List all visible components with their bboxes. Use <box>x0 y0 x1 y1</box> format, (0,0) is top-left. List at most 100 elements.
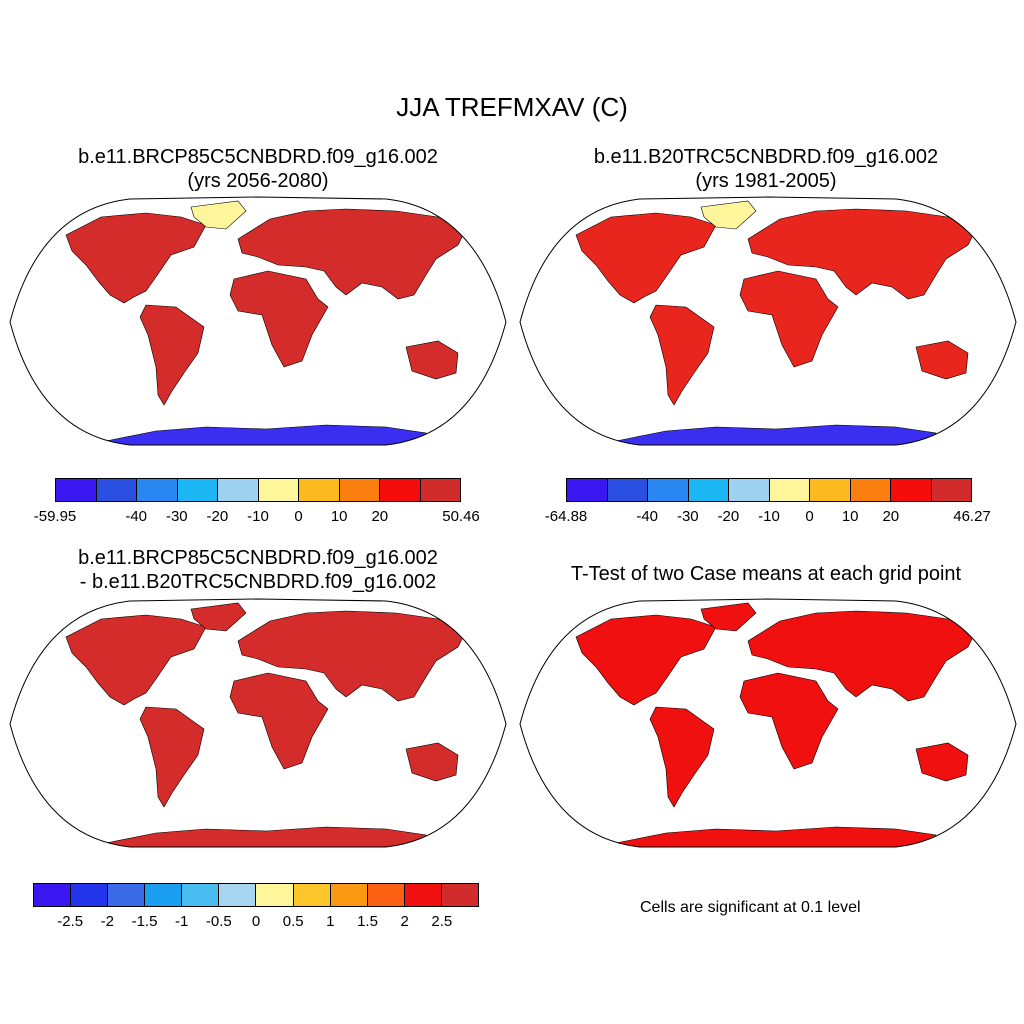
colorbar-swatch <box>688 479 729 501</box>
land-greenland <box>700 200 757 230</box>
colorbar-tick-label: -1 <box>174 913 189 930</box>
colorbar-swatch <box>299 479 340 501</box>
land-south-america <box>139 304 205 406</box>
colorbar-tick-label: 2 <box>400 913 409 930</box>
colorbar-tick-label: -30 <box>165 508 188 525</box>
land-antarctica <box>105 424 427 445</box>
panel-3-title: b.e11.BRCP85C5CNBDRD.f09_g16.002 - b.e11… <box>8 546 508 594</box>
panel-4-title-line1: T-Test of two Case means at each grid po… <box>570 563 962 585</box>
colorbar-tick-label: -20 <box>206 508 229 525</box>
map-outline <box>519 196 1017 446</box>
colorbar-swatch <box>367 884 405 906</box>
map-panel-3 <box>9 598 507 848</box>
colorbar-swatch <box>71 884 109 906</box>
colorbar-swatch <box>810 479 851 501</box>
colorbar-tick-label: 1.5 <box>357 913 378 930</box>
significance-note: Cells are significant at 0.1 level <box>640 899 861 916</box>
land-antarctica <box>615 826 937 847</box>
map-panel-1 <box>9 196 507 446</box>
colorbar-tick-label: 50.46 <box>442 508 480 525</box>
colorbar-swatch <box>145 884 183 906</box>
land-eurasia <box>237 610 469 702</box>
colorbar-tick-label: 46.27 <box>953 508 991 525</box>
land-eurasia <box>237 208 469 300</box>
colorbar-tick-label: 20 <box>882 508 900 525</box>
colorbar-tick-label: 20 <box>371 508 389 525</box>
colorbar-tick-label: -30 <box>676 508 699 525</box>
map-outline <box>519 598 1017 848</box>
land-greenland <box>190 200 247 230</box>
panel-2-title-line2: (yrs 1981-2005) <box>695 170 837 192</box>
colorbar-panel-1 <box>55 478 461 502</box>
main-title: JJA TREFMXAV (C) <box>396 92 628 122</box>
colorbar-tick-label: -0.5 <box>205 913 232 930</box>
colorbar-tick-label: -2.5 <box>57 913 84 930</box>
colorbar-tick-label: -10 <box>247 508 269 525</box>
colorbar-swatch <box>218 479 259 501</box>
colorbar-swatch <box>256 884 294 906</box>
colorbar-swatch <box>567 479 608 501</box>
land-antarctica <box>105 826 427 847</box>
colorbar-swatch <box>441 884 478 906</box>
colorbar-swatch <box>404 884 442 906</box>
colorbar-swatch <box>293 884 331 906</box>
colorbar-swatch <box>931 479 971 501</box>
panel-2-title-line1: b.e11.B20TRC5CNBDRD.f09_g16.002 <box>593 146 939 168</box>
land-eurasia <box>747 610 979 702</box>
colorbar-swatch <box>330 884 368 906</box>
panel-1-title-line1: b.e11.BRCP85C5CNBDRD.f09_g16.002 <box>78 146 438 168</box>
colorbar-tick-label: 2.5 <box>431 913 453 930</box>
colorbar-swatch <box>380 479 421 501</box>
map-outline <box>9 196 507 446</box>
colorbar-swatch <box>56 479 97 501</box>
colorbar-tick-label: 0 <box>294 508 303 525</box>
colorbar-tick-label: -10 <box>758 508 780 525</box>
colorbar-tick-label: -2 <box>100 913 114 930</box>
panel-1-title-line2: (yrs 2056-2080) <box>187 170 329 192</box>
colorbar-panel-3 <box>33 883 479 907</box>
colorbar-swatch <box>108 884 146 906</box>
colorbar-tick-label: -40 <box>636 508 659 525</box>
colorbar-tick-label: -40 <box>125 508 148 525</box>
land-north-america <box>65 614 207 706</box>
map-panel-2 <box>519 196 1017 446</box>
colorbar-tick-label: -1.5 <box>131 913 158 930</box>
land-australia <box>405 742 459 782</box>
colorbar-tick-label: 10 <box>330 508 348 525</box>
colorbar-tick-label: 0.5 <box>282 913 304 930</box>
colorbar-swatch <box>769 479 810 501</box>
colorbar-swatch <box>177 479 218 501</box>
land-antarctica <box>615 424 937 445</box>
land-africa <box>739 672 839 770</box>
colorbar-swatch <box>258 479 299 501</box>
land-south-america <box>139 706 205 808</box>
colorbar-swatch <box>137 479 178 501</box>
land-north-america <box>575 212 717 304</box>
colorbar-tick-label: -20 <box>717 508 740 525</box>
land-north-america <box>65 212 207 304</box>
colorbar-swatch <box>648 479 689 501</box>
land-africa <box>229 270 329 368</box>
colorbar-tick-label: 10 <box>841 508 859 525</box>
colorbar-swatch <box>339 479 380 501</box>
land-greenland <box>700 602 757 632</box>
land-south-america <box>649 706 715 808</box>
colorbar-swatch <box>891 479 932 501</box>
map-outline <box>9 598 507 848</box>
land-africa <box>229 672 329 770</box>
land-australia <box>915 742 969 782</box>
colorbar-swatch <box>182 884 220 906</box>
colorbar-swatch <box>96 479 137 501</box>
colorbar-panel-2 <box>566 478 972 502</box>
panel-3-title-line1: b.e11.BRCP85C5CNBDRD.f09_g16.002 <box>78 547 438 569</box>
land-south-america <box>649 304 715 406</box>
land-australia <box>405 340 459 380</box>
colorbar-tick-label: 1 <box>326 913 335 930</box>
panel-4-title: T-Test of two Case means at each grid po… <box>516 562 1016 586</box>
land-africa <box>739 270 839 368</box>
colorbar-swatch <box>420 479 460 501</box>
colorbar-tick-label: -59.95 <box>33 508 77 525</box>
panel-1-title: b.e11.BRCP85C5CNBDRD.f09_g16.002 (yrs 20… <box>8 145 508 193</box>
panel-2-title: b.e11.B20TRC5CNBDRD.f09_g16.002 (yrs 198… <box>516 145 1016 193</box>
colorbar-tick-label: -64.88 <box>544 508 588 525</box>
